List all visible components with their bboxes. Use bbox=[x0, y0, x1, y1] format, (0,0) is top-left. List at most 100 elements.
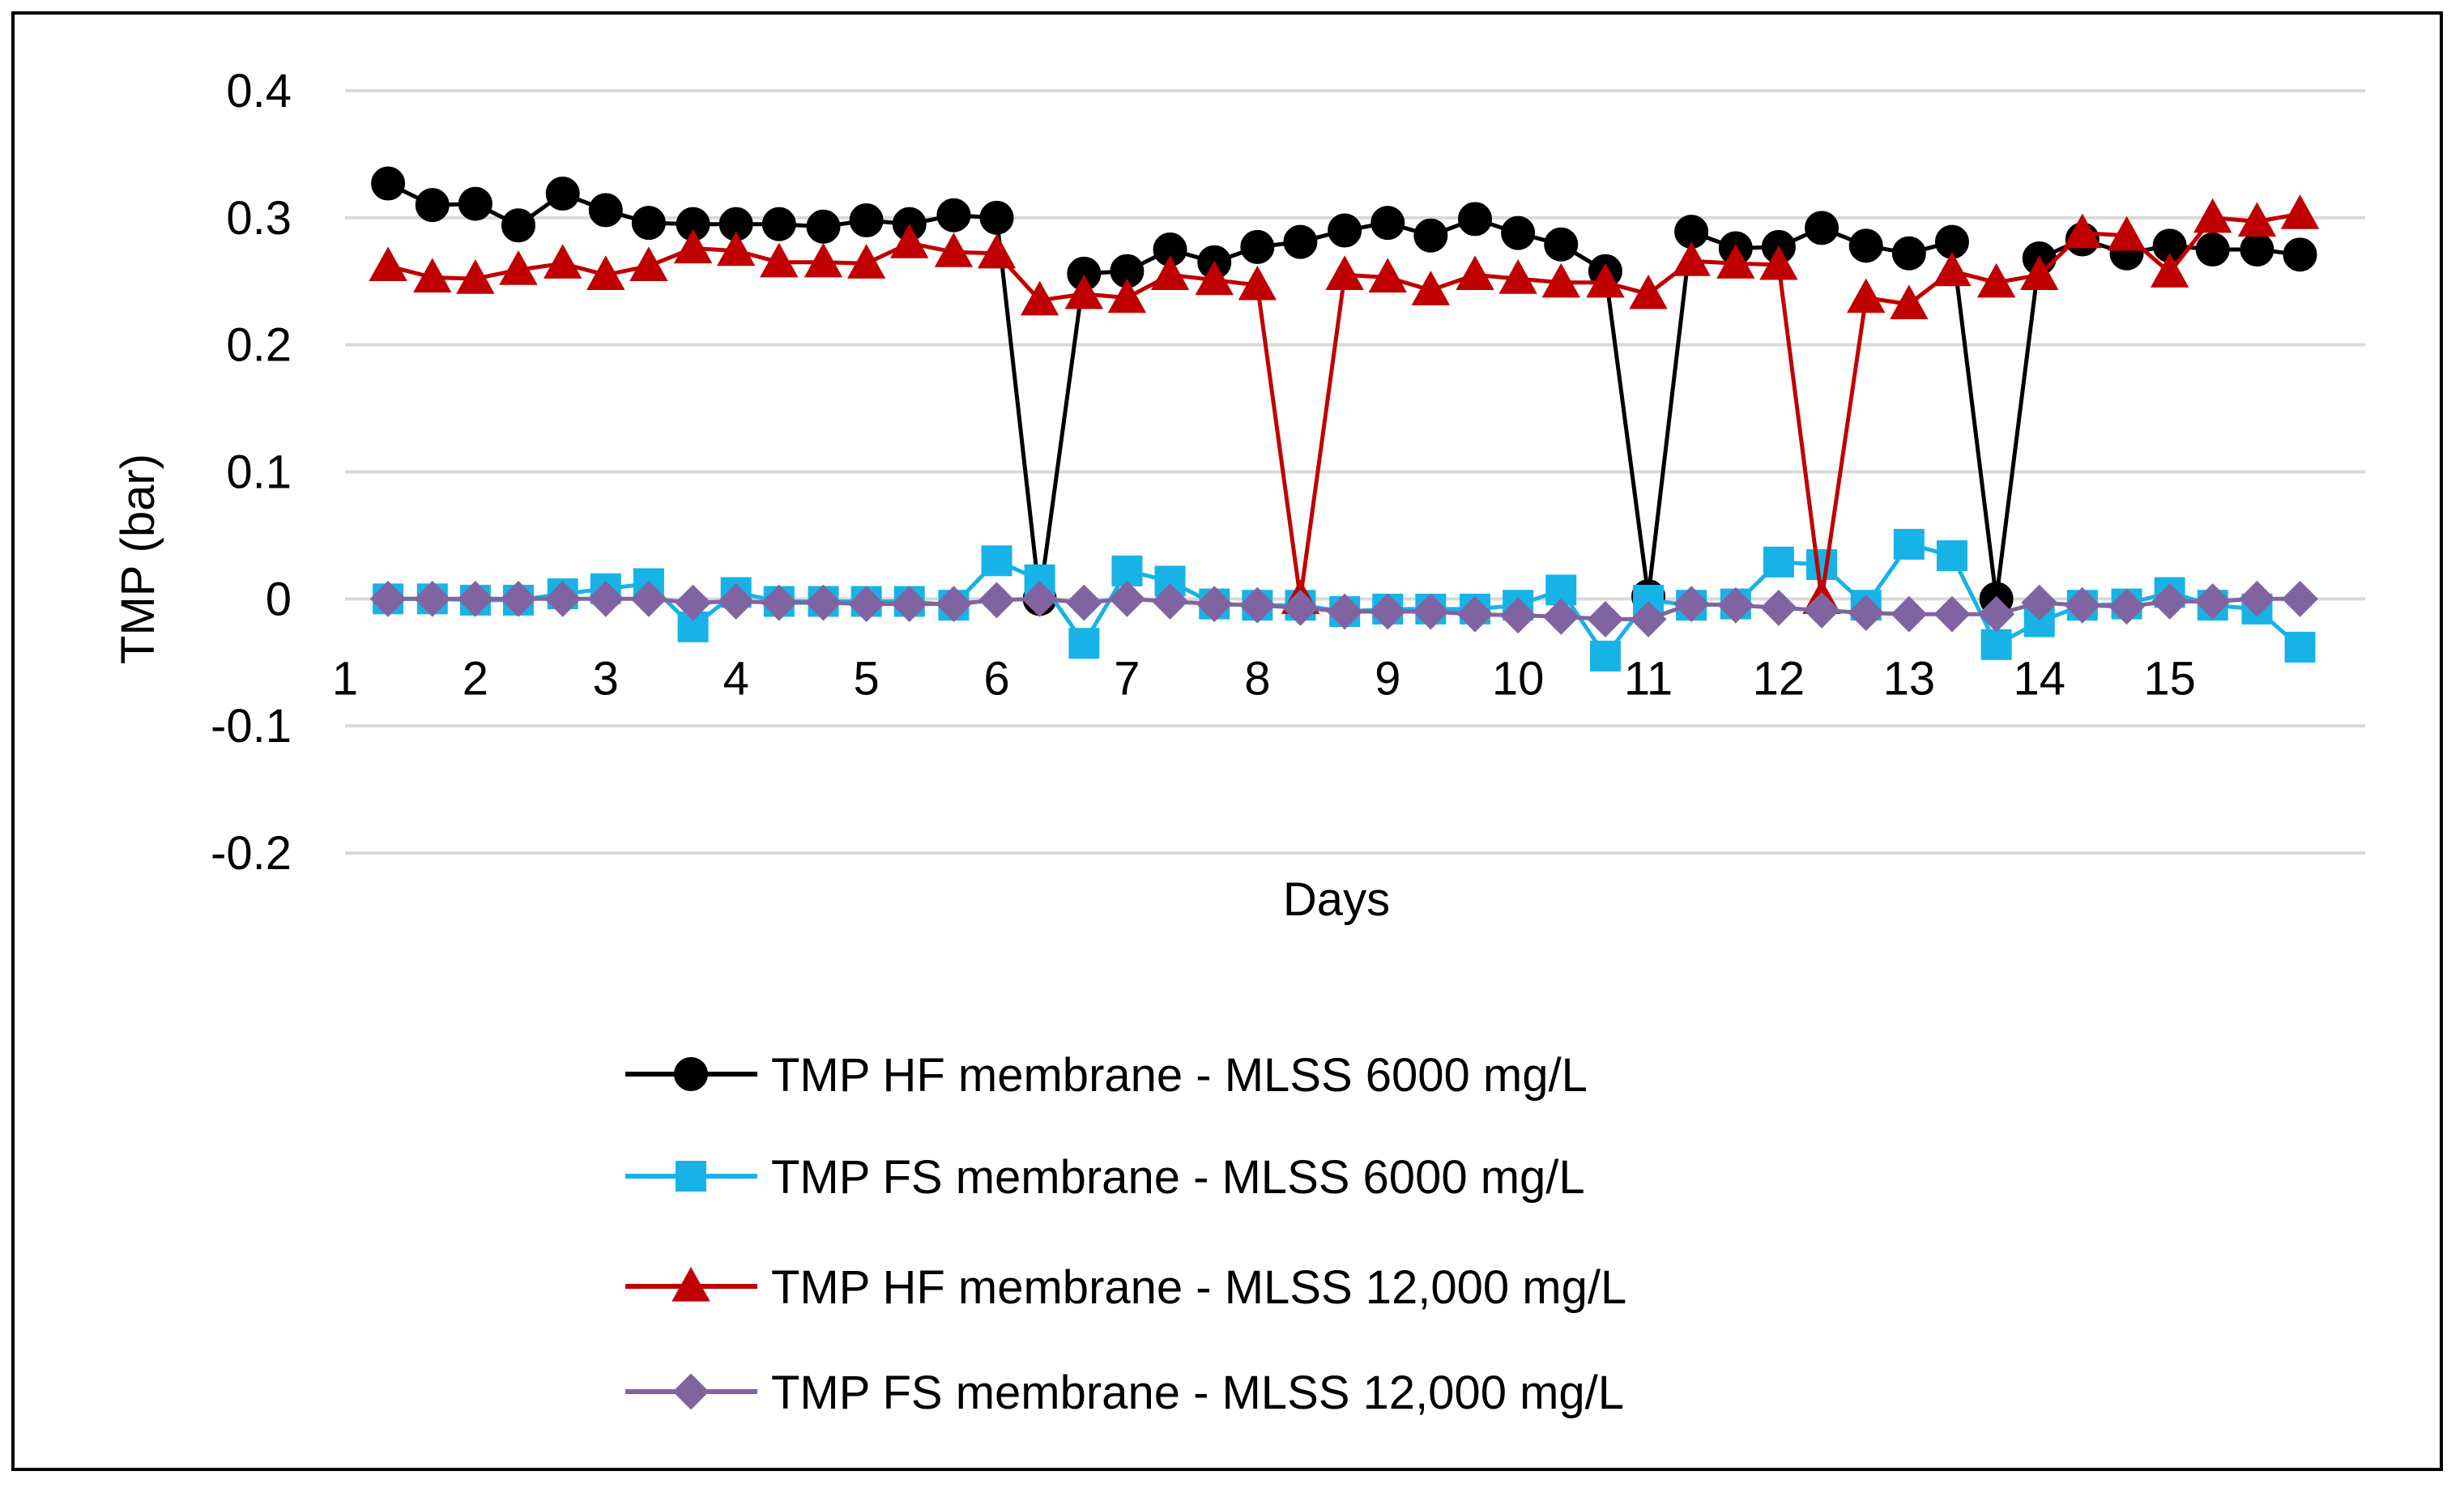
data-point bbox=[2107, 215, 2146, 251]
legend-label: TMP HF membrane - MLSS 6000 mg/L bbox=[771, 1049, 1588, 1102]
data-point bbox=[1589, 640, 1621, 672]
data-point bbox=[2239, 580, 2275, 617]
data-point bbox=[1411, 271, 1451, 305]
x-tick-label: 6 bbox=[983, 652, 1009, 705]
data-point bbox=[1283, 224, 1318, 259]
data-point bbox=[2108, 588, 2145, 625]
y-tick-label: 0.2 bbox=[226, 319, 292, 372]
data-point bbox=[1064, 274, 1104, 309]
chart-frame bbox=[11, 11, 2443, 1471]
data-point bbox=[2237, 202, 2277, 237]
y-axis-title: TMP (bar) bbox=[112, 454, 164, 664]
data-point bbox=[587, 580, 625, 617]
data-point bbox=[1020, 280, 1059, 316]
y-tick-label: -0.2 bbox=[211, 827, 292, 880]
data-point bbox=[1238, 586, 1276, 624]
legend-item: TMP FS membrane - MLSS 6000 mg/L bbox=[625, 1151, 1585, 1204]
data-point bbox=[2064, 586, 2101, 624]
data-point bbox=[629, 246, 668, 282]
data-point bbox=[1976, 262, 2016, 298]
data-point bbox=[415, 188, 450, 223]
data-point bbox=[1152, 583, 1188, 620]
data-point bbox=[1672, 241, 1711, 276]
gridlines bbox=[345, 89, 2365, 855]
data-point bbox=[1891, 236, 1926, 271]
data-point bbox=[2283, 237, 2317, 272]
x-tick-label: 9 bbox=[1375, 652, 1400, 705]
data-point bbox=[1195, 260, 1234, 296]
data-point bbox=[1803, 592, 1840, 629]
data-point bbox=[457, 580, 494, 617]
data-point bbox=[2240, 232, 2274, 267]
data-point bbox=[1586, 262, 1625, 298]
data-point bbox=[1456, 595, 1494, 633]
data-point bbox=[1848, 595, 1885, 631]
data-point bbox=[1371, 206, 1405, 241]
data-point bbox=[1238, 265, 1277, 301]
data-point bbox=[413, 258, 452, 293]
data-point bbox=[891, 586, 928, 623]
data-point bbox=[977, 233, 1017, 269]
data-point bbox=[1325, 255, 1364, 291]
data-point bbox=[1936, 540, 1967, 572]
series-3 bbox=[369, 194, 2320, 614]
series-4 bbox=[369, 580, 2318, 637]
data-point bbox=[1328, 213, 1362, 248]
data-point bbox=[588, 193, 623, 228]
x-tick-label: 13 bbox=[1883, 652, 1936, 705]
data-point bbox=[1933, 595, 1971, 633]
data-point bbox=[2151, 583, 2189, 620]
data-point bbox=[1978, 595, 2015, 633]
data-point bbox=[1806, 548, 1838, 580]
data-point bbox=[1717, 586, 1754, 624]
legend-item: TMP HF membrane - MLSS 12,000 mg/L bbox=[625, 1261, 1626, 1314]
data-point bbox=[1542, 598, 1579, 635]
data-point bbox=[630, 580, 667, 617]
x-tick-label: 2 bbox=[463, 652, 488, 705]
data-point bbox=[761, 584, 798, 621]
data-point bbox=[936, 586, 972, 623]
data-point bbox=[1848, 228, 1883, 263]
data-point bbox=[1890, 284, 1929, 320]
y-tick-label: 0 bbox=[266, 573, 292, 625]
data-point bbox=[1326, 593, 1363, 630]
x-tick-label: 1 bbox=[332, 652, 358, 705]
x-tick-label: 12 bbox=[1753, 652, 1805, 705]
data-point bbox=[499, 250, 538, 285]
data-point bbox=[717, 231, 756, 267]
data-point bbox=[1544, 227, 1579, 262]
data-point bbox=[1630, 601, 1667, 637]
data-point bbox=[1673, 586, 1710, 623]
data-point bbox=[806, 209, 841, 244]
data-point bbox=[1021, 580, 1059, 617]
series-layer bbox=[369, 166, 2320, 672]
x-tick-label: 4 bbox=[723, 652, 749, 705]
data-point bbox=[675, 584, 712, 621]
data-point bbox=[1282, 589, 1319, 626]
data-point bbox=[1891, 595, 1928, 633]
data-point bbox=[676, 1161, 706, 1192]
data-point bbox=[804, 242, 843, 278]
x-tick-label: 10 bbox=[1492, 652, 1545, 705]
x-tick-label: 5 bbox=[853, 652, 879, 705]
data-point bbox=[1541, 262, 1580, 298]
data-point bbox=[805, 584, 842, 621]
data-point bbox=[1458, 202, 1493, 237]
data-point bbox=[1196, 586, 1233, 623]
data-point bbox=[1893, 528, 1925, 560]
data-point bbox=[671, 1266, 710, 1302]
data-point bbox=[2193, 198, 2232, 233]
y-axis-ticks: -0.2 -0.1 0 0.1 0.2 0.3 0.4 bbox=[211, 65, 292, 880]
data-point bbox=[544, 244, 582, 279]
data-point bbox=[1150, 255, 1190, 291]
x-tick-label: 14 bbox=[2013, 652, 2065, 705]
data-point bbox=[672, 1373, 710, 1410]
data-point bbox=[1065, 584, 1102, 621]
data-point bbox=[2021, 584, 2058, 621]
data-point bbox=[761, 207, 796, 241]
data-point bbox=[2150, 253, 2189, 288]
data-point bbox=[500, 580, 537, 617]
data-point bbox=[1107, 278, 1147, 313]
data-point bbox=[981, 545, 1012, 577]
legend: TMP HF membrane - MLSS 6000 mg/L TMP FS m… bbox=[625, 1049, 1626, 1419]
